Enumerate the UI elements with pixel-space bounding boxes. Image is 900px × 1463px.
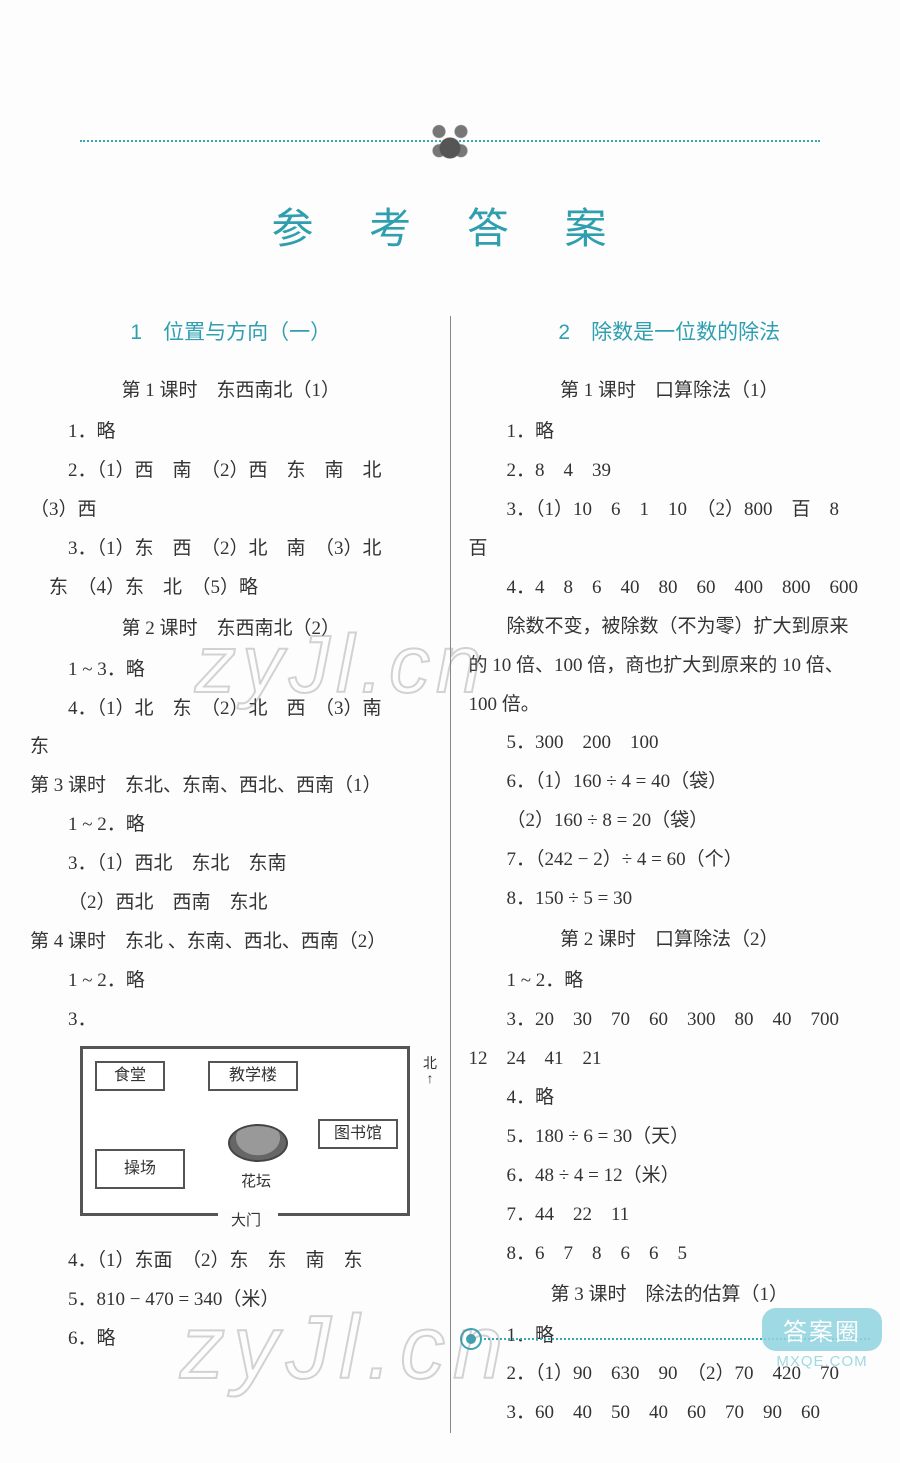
- source-badge: 答案圈 MXQE.COM: [762, 1308, 882, 1370]
- answer-line: 1 ~ 2．略: [469, 962, 871, 1001]
- answer-line: 1 ~ 3．略: [30, 651, 432, 690]
- north-label: 北: [423, 1057, 437, 1072]
- badge-url: MXQE.COM: [762, 1353, 882, 1370]
- right-column: 2 除数是一位数的除法 第 1 课时 口算除法（1） 1．略 2．8 4 39 …: [469, 311, 871, 1433]
- flower-icon: [423, 115, 478, 170]
- flowerbed-label: 花坛: [241, 1167, 271, 1198]
- answer-line: 东 （4）东 北 （5）略: [30, 569, 432, 608]
- answer-line: 12 24 41 21: [469, 1040, 871, 1079]
- answer-line: 4．（1）北 东 （2）北 西 （3）南: [30, 690, 432, 729]
- answer-line: 7．（242 − 2）÷ 4 = 60（个）: [469, 841, 871, 880]
- answer-line: 4．（1）东面 （2）东 东 南 东: [30, 1242, 432, 1281]
- answer-line: 6．（1）160 ÷ 4 = 40（袋）: [469, 763, 871, 802]
- left-column: 1 位置与方向（一） 第 1 课时 东西南北（1） 1．略 2．（1）西 南 （…: [30, 311, 432, 1433]
- column-divider: [450, 316, 451, 1433]
- answer-line: 5．810 − 470 = 340（米）: [30, 1281, 432, 1320]
- page-root: 参 考 答 案 1 位置与方向（一） 第 1 课时 东西南北（1） 1．略 2．…: [0, 0, 900, 1463]
- answer-line: （2）160 ÷ 8 = 20（袋）: [469, 802, 871, 841]
- answer-line: 8．150 ÷ 5 = 30: [469, 880, 871, 919]
- answer-line: 4．4 8 6 40 80 60 400 800 600: [469, 569, 871, 608]
- answer-line: 2．（1）西 南 （2）西 东 南 北: [30, 452, 432, 491]
- header-ornament: [80, 110, 820, 170]
- lesson-2-title: 第 2 课时 东西南北（2）: [30, 610, 432, 649]
- footer-circle-inner: [466, 1334, 476, 1344]
- badge-title: 答案圈: [762, 1308, 882, 1351]
- gate-label: 大门: [231, 1206, 261, 1237]
- canteen-box: 食堂: [95, 1061, 165, 1091]
- answer-line: 5．300 200 100: [469, 724, 871, 763]
- answer-line: 3．（1）10 6 1 10 （2）800 百 8 百: [469, 491, 871, 569]
- lesson-1-title: 第 1 课时 东西南北（1）: [30, 372, 432, 411]
- answer-line: 1 ~ 2．略: [30, 806, 432, 845]
- answer-line: （3）西: [30, 491, 432, 530]
- lesson-3-title: 第 3 课时 东北、东南、西北、西南（1）: [30, 767, 432, 806]
- section-2-title: 2 除数是一位数的除法: [469, 311, 871, 354]
- answer-line: 除数不变，被除数（不为零）扩大到原来: [469, 608, 871, 647]
- answer-line: 3．: [30, 1001, 432, 1040]
- library-box: 图书馆: [318, 1119, 398, 1149]
- building-box: 教学楼: [208, 1061, 298, 1091]
- playground-box: 操场: [95, 1149, 185, 1189]
- answer-line: 3．60 40 50 40 60 70 90 60: [469, 1394, 871, 1433]
- answer-line: 6．略: [30, 1320, 432, 1359]
- answer-line: 2．8 4 39: [469, 452, 871, 491]
- answer-line: 7．44 22 11: [469, 1196, 871, 1235]
- school-map-diagram: 食堂 教学楼 图书馆 操场 花坛 大门 北 ↑: [80, 1046, 410, 1216]
- answer-line: 5．180 ÷ 6 = 30（天）: [469, 1118, 871, 1157]
- answer-line: 的 10 倍、100 倍，商也扩大到原来的 10 倍、: [469, 647, 871, 686]
- answer-line: 1 ~ 2．略: [30, 962, 432, 1001]
- answer-line: 东: [30, 728, 432, 767]
- answer-line: 8．6 7 8 6 6 5: [469, 1235, 871, 1274]
- answer-line: 1．略: [30, 413, 432, 452]
- answer-line: 4．略: [469, 1079, 871, 1118]
- lesson-r1-title: 第 1 课时 口算除法（1）: [469, 372, 871, 411]
- answer-line: 3．20 30 70 60 300 80 40 700: [469, 1001, 871, 1040]
- content-columns: 1 位置与方向（一） 第 1 课时 东西南北（1） 1．略 2．（1）西 南 （…: [30, 311, 870, 1433]
- answer-line: 1．略: [469, 413, 871, 452]
- lesson-r2-title: 第 2 课时 口算除法（2）: [469, 921, 871, 960]
- answer-line: 100 倍。: [469, 686, 871, 725]
- answer-line: 3．（1）西北 东北 东南: [30, 845, 432, 884]
- north-indicator: 北 ↑: [423, 1057, 437, 1088]
- arrow-up-icon: ↑: [427, 1072, 434, 1087]
- answer-line: 6．48 ÷ 4 = 12（米）: [469, 1157, 871, 1196]
- answer-line: （2）西北 西南 东北: [30, 884, 432, 923]
- flowerbed-icon: [228, 1124, 288, 1162]
- answer-line: 3．（1）东 西 （2）北 南 （3）北: [30, 530, 432, 569]
- lesson-4-title: 第 4 课时 东北 、东南、西北、西南（2）: [30, 923, 432, 962]
- page-title: 参 考 答 案: [30, 195, 870, 256]
- section-1-title: 1 位置与方向（一）: [30, 311, 432, 354]
